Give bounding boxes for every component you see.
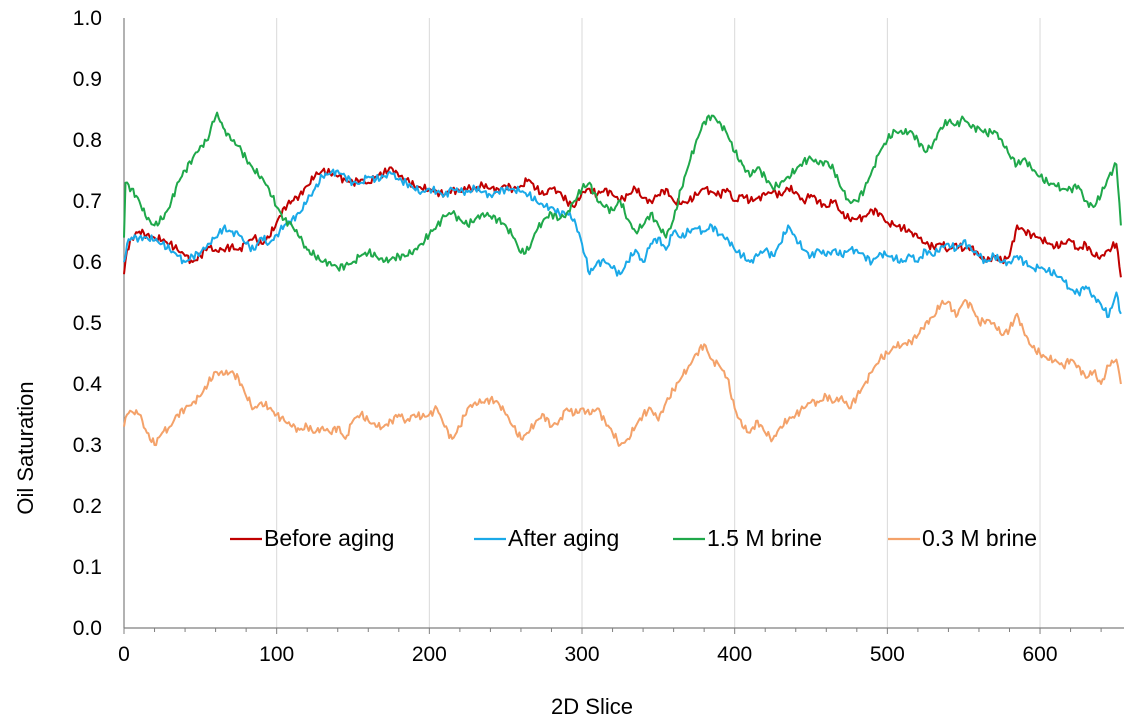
legend-label-before-aging: Before aging [264,525,394,551]
y-tick-label: 1.0 [73,7,102,30]
gridlines [276,18,1041,628]
x-tick-label: 600 [1023,643,1058,666]
x-tick-label: 300 [564,643,599,666]
x-tick-label: 500 [870,643,905,666]
legend: Before aging After aging 1.5 M brine 0.3 M … [230,525,1037,551]
axes: 0 100 200 300 400 500 600 0.0 0.1 0.2 0.3 0.4 0.5 0.6… [73,7,1124,666]
y-tick-label: 0.4 [73,373,103,396]
legend-label-1-5-m-brine: 1.5 M brine [707,525,822,551]
x-tick-label: 100 [259,643,294,666]
series-line-1-5-m-brine [123,111,1122,272]
y-tick-label: 0.9 [73,68,102,91]
y-tick-label: 0.7 [73,190,102,213]
series-line-after-aging [123,168,1122,319]
y-tick-label: 0.0 [73,617,102,640]
y-tick-label: 0.6 [73,251,102,274]
x-tick-label: 0 [118,643,130,666]
series-lines [123,111,1122,447]
series-line-before-aging [123,166,1122,278]
y-tick-label: 0.1 [73,556,102,579]
y-tick-label: 0.2 [73,495,102,518]
legend-label-after-aging: After aging [508,525,619,551]
legend-label-0-3-m-brine: 0.3 M brine [922,525,1037,551]
y-tick-label: 0.8 [73,129,102,152]
x-tick-label: 400 [717,643,752,666]
x-axis-title: 2D Slice [551,694,633,719]
y-axis-title: Oil Saturation [13,381,38,514]
series-line-0-3-m-brine [123,298,1122,447]
y-tick-label: 0.3 [73,434,102,457]
x-tick-label: 200 [412,643,447,666]
y-tick-label: 0.5 [73,312,102,335]
